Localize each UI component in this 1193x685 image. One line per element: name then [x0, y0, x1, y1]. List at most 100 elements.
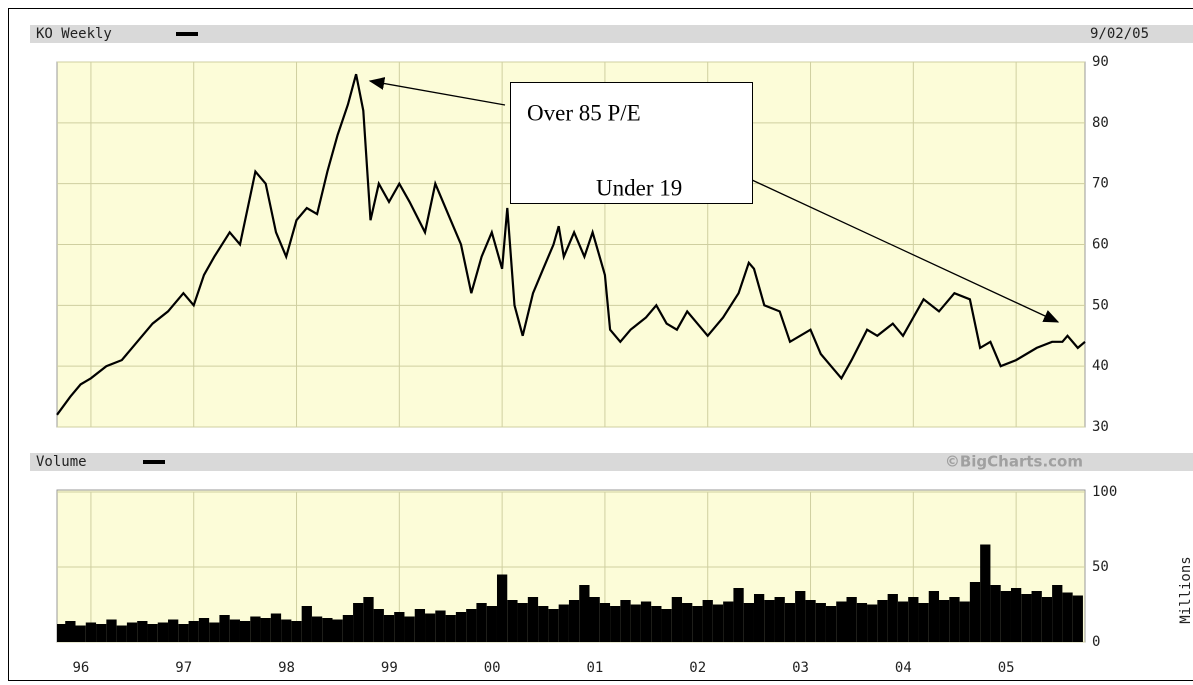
volume-bar	[651, 606, 662, 642]
volume-bar	[353, 603, 364, 642]
volume-bar	[815, 603, 826, 642]
volume-bar	[712, 604, 724, 642]
volume-bar	[877, 600, 888, 642]
volume-bar	[496, 574, 508, 642]
volume-bar	[466, 609, 477, 642]
volume-bar	[753, 594, 765, 642]
volume-bar	[291, 621, 302, 642]
volume-bar	[599, 603, 611, 642]
volume-bar	[1010, 588, 1022, 642]
volume-bar	[856, 603, 868, 642]
volume-bar	[1021, 594, 1032, 642]
volume-bar	[178, 624, 189, 642]
volume-bar	[106, 619, 117, 642]
volume-bar	[383, 615, 395, 642]
volume-bar	[918, 603, 929, 642]
volume-bar	[825, 606, 837, 642]
volume-bar	[116, 625, 127, 642]
y-tick-label: 50	[1092, 559, 1109, 575]
volume-bar	[311, 616, 323, 642]
volume-bar	[949, 597, 960, 642]
volume-bar	[579, 585, 590, 642]
volume-bar	[85, 622, 97, 642]
volume-bar	[65, 621, 76, 642]
y-tick-label: 40	[1092, 358, 1109, 374]
volume-bar	[126, 622, 138, 642]
volume-bar	[764, 600, 775, 642]
volume-bar	[322, 618, 333, 642]
frame	[8, 8, 1193, 681]
volume-bar	[219, 615, 230, 642]
x-tick-label: 96	[72, 660, 89, 676]
volume-bar	[959, 601, 970, 642]
volume-bar	[723, 601, 734, 642]
x-tick-label: 97	[175, 660, 192, 676]
volume-bar	[281, 619, 292, 642]
y-tick-label: 0	[1092, 634, 1100, 650]
x-tick-label: 99	[381, 660, 398, 676]
volume-bar	[1072, 595, 1083, 642]
volume-bar	[867, 604, 878, 642]
volume-bar	[168, 619, 179, 642]
arrow	[368, 77, 506, 106]
volume-bar	[897, 601, 909, 642]
volume-bar	[209, 622, 220, 642]
date-label: 9/02/05	[1090, 26, 1149, 42]
volume-bar	[1031, 591, 1042, 642]
volume-bar	[1041, 597, 1053, 642]
volume-bar	[342, 615, 354, 642]
volume-bar	[435, 610, 446, 642]
x-tick-label: 98	[278, 660, 295, 676]
source-label: ©BigCharts.com	[945, 453, 1083, 471]
volume-bar	[928, 591, 940, 642]
volume-bar	[486, 606, 497, 642]
volume-bar	[733, 588, 744, 642]
volume-bar	[980, 544, 991, 642]
volume-bar	[568, 600, 580, 642]
x-tick-label: 04	[895, 660, 912, 676]
volume-bar	[610, 606, 621, 642]
volume-bar	[96, 624, 107, 642]
volume-bar	[414, 609, 426, 642]
y-tick-label: 90	[1092, 54, 1109, 70]
price-title: KO Weekly	[36, 26, 112, 42]
volume-bar	[57, 624, 68, 642]
volume-bar	[774, 597, 785, 642]
x-tick-label: 00	[484, 660, 501, 676]
volume-bar	[250, 616, 261, 642]
volume-bar	[198, 618, 210, 642]
volume-bar	[661, 609, 672, 642]
volume-bar	[620, 600, 631, 642]
volume-bar	[887, 594, 898, 642]
volume-bar	[589, 597, 600, 642]
volume-bar	[692, 606, 703, 642]
volume-bar	[373, 609, 384, 642]
volume-bar	[538, 606, 549, 642]
x-tick-label: 03	[792, 660, 809, 676]
annotation: Over 85 P/E	[527, 100, 641, 125]
volume-bar	[1062, 592, 1073, 642]
volume-bar	[137, 621, 148, 642]
volume-bar	[147, 624, 158, 642]
x-tick-label: 05	[998, 660, 1015, 676]
volume-bar	[332, 619, 343, 642]
x-tick-label: 01	[586, 660, 603, 676]
annotation: Under 19	[596, 175, 682, 200]
volume-bar	[990, 585, 1001, 642]
volume-bar	[260, 618, 271, 642]
volume-bar	[445, 615, 456, 642]
x-tick-label: 02	[689, 660, 706, 676]
y-tick-label: 100	[1092, 484, 1117, 500]
price-line	[56, 73, 1086, 416]
y-tick-label: 50	[1092, 297, 1109, 313]
volume-bar	[939, 600, 950, 642]
volume-bar	[795, 591, 806, 642]
volume-bar	[157, 622, 169, 642]
volume-bar	[671, 597, 683, 642]
y-tick-label: 80	[1092, 115, 1109, 131]
volume-bar	[846, 597, 857, 642]
price-header	[30, 25, 1193, 43]
volume-bar	[239, 621, 251, 642]
volume-bar	[476, 603, 487, 642]
